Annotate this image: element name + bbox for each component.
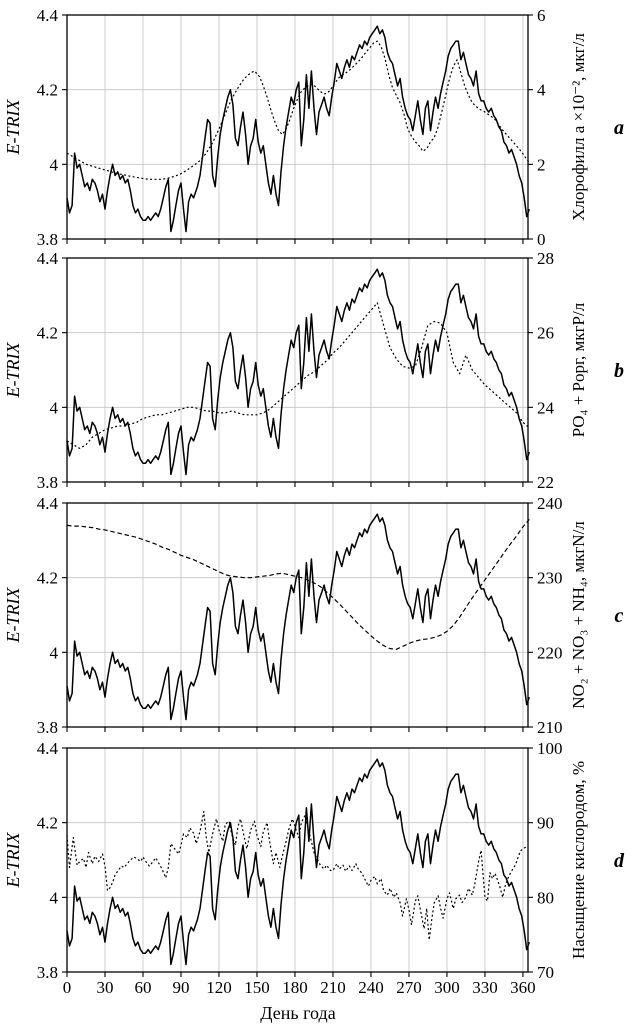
left-tick-label: 4.4	[37, 494, 59, 513]
right-tick-label: 26	[537, 324, 554, 343]
panel-d: 3.8 4 4.2 4.4 70 80 90 100 0 30 60 90 120 150 180 210 24…	[37, 739, 563, 997]
left-tick-label: 3.8	[37, 718, 58, 737]
right-tick-label: 24	[537, 398, 555, 417]
right-tick-label: 4	[537, 81, 546, 100]
left-tick-label: 3.8	[37, 473, 58, 492]
x-tick-label: 180	[282, 978, 308, 997]
right-tick-label: 100	[537, 739, 563, 758]
etrix-axis-label-a: E-TRIX	[3, 99, 23, 156]
panel-a: 3.8 4 4.2 4.4 0 2 4 6	[37, 6, 546, 249]
nitrogen-axis-label: NO₂ + NO₃ + NH₄, мкгN/л	[569, 521, 588, 709]
x-tick-label: 330	[472, 978, 498, 997]
right-tick-label: 0	[537, 230, 546, 249]
plot-frame	[66, 257, 529, 483]
x-tick-label: 240	[358, 978, 384, 997]
panel-static-labels: E-TRIX E-TRIX E-TRIX E-TRIX Хлорофилл a …	[3, 33, 625, 1023]
plot-frame	[66, 14, 529, 240]
etrix-line	[66, 513, 531, 721]
x-axis-title: День года	[260, 1003, 335, 1023]
x-tick-label: 360	[510, 978, 536, 997]
x-tick-label: 0	[63, 978, 72, 997]
x-tick-label: 300	[434, 978, 460, 997]
phosphorus-axis-label: PO₄ + Pорг, мкгР/л	[569, 302, 588, 437]
left-tick-label: 4.2	[37, 81, 58, 100]
right-tick-label: 70	[537, 963, 554, 982]
panel-c: 3.8 4 4.2 4.4 210 220 230 240	[37, 494, 563, 737]
left-tick-label: 4	[50, 888, 59, 907]
right-tick-label: 2	[537, 155, 546, 174]
etrix-line	[66, 25, 531, 233]
left-tick-label: 4.4	[37, 6, 59, 25]
right-tick-label: 210	[537, 718, 563, 737]
right-tick-label: 220	[537, 643, 563, 662]
right-tick-label: 22	[537, 473, 554, 492]
x-tick-label: 60	[134, 978, 151, 997]
x-tick-label: 270	[396, 978, 422, 997]
x-tick-label: 90	[172, 978, 189, 997]
etrix-line	[66, 758, 531, 966]
left-tick-label: 4.2	[37, 814, 58, 833]
right-tick-label: 6	[537, 6, 546, 25]
panel-letter-a: a	[614, 117, 624, 139]
chlorophyll-line	[66, 40, 530, 180]
phosphorus-line	[66, 302, 530, 449]
right-tick-label: 28	[537, 249, 554, 268]
right-tick-label: 230	[537, 569, 563, 588]
panel-b: 3.8 4 4.2 4.4 22 24 26 28	[37, 249, 555, 492]
oxygen-axis-label: Насыщение кислородом, %	[569, 761, 588, 959]
etrix-axis-label-d: E-TRIX	[3, 832, 23, 889]
left-tick-label: 4	[50, 643, 59, 662]
left-tick-label: 3.8	[37, 230, 58, 249]
etrix-axis-label-c: E-TRIX	[3, 587, 23, 644]
left-tick-label: 4.2	[37, 569, 58, 588]
panel-letter-d: d	[614, 850, 625, 872]
right-tick-label: 90	[537, 814, 554, 833]
oxygen-line	[66, 810, 528, 941]
left-tick-label: 4	[50, 398, 59, 417]
nitrogen-line	[66, 519, 530, 650]
panel-letter-b: b	[614, 360, 624, 382]
right-tick-label: 80	[537, 888, 554, 907]
left-tick-label: 4	[50, 155, 59, 174]
x-tick-label: 210	[320, 978, 346, 997]
panel-letter-c: c	[615, 605, 624, 627]
chlorophyll-axis-label: Хлорофилл a ×10⁻², мкг/л	[569, 33, 588, 221]
etrix-line	[66, 268, 531, 476]
x-tick-label: 30	[96, 978, 113, 997]
right-tick-label: 240	[537, 494, 563, 513]
left-tick-label: 4.4	[37, 739, 59, 758]
left-tick-label: 4.4	[37, 249, 59, 268]
left-tick-label: 4.2	[37, 324, 58, 343]
plot-frame	[66, 502, 529, 728]
plot-frame	[66, 747, 529, 973]
x-tick-label: 120	[206, 978, 232, 997]
left-tick-label: 3.8	[37, 963, 58, 982]
x-tick-label: 150	[244, 978, 270, 997]
etrix-axis-label-b: E-TRIX	[3, 342, 23, 399]
